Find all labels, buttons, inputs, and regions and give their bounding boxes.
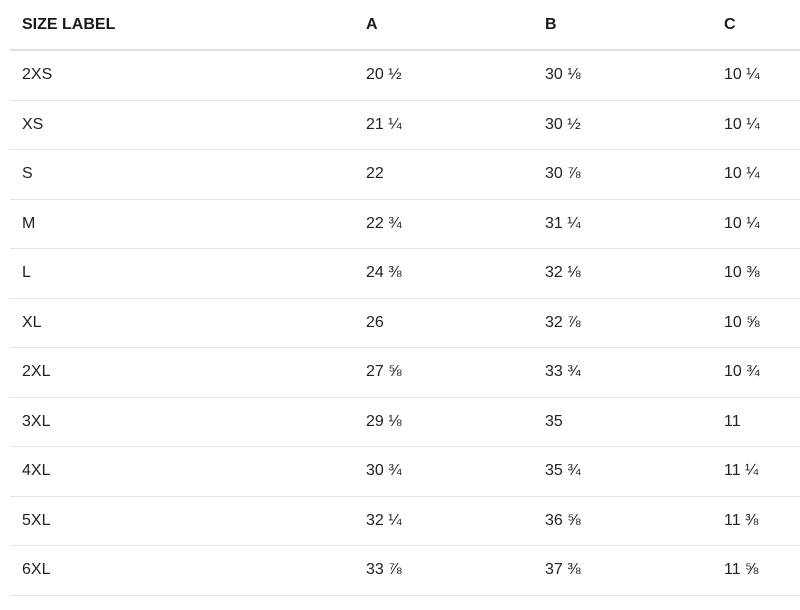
- table-cell: 36 ⅝: [545, 511, 581, 529]
- table-row: 4XL 30 ¾ 35 ¾ 11 ¼: [10, 447, 800, 497]
- table-cell: 22 ¾: [366, 214, 402, 232]
- table-cell: 3XL: [22, 412, 51, 430]
- table-cell: 35: [545, 412, 563, 430]
- table-cell: S: [22, 165, 33, 183]
- table-cell: A: [366, 15, 378, 33]
- table-cell: 27 ⅝: [366, 363, 402, 381]
- table-row: 6XL 33 ⅞ 37 ⅜ 11 ⅝: [10, 546, 800, 596]
- table-cell: 10 ¼: [724, 115, 760, 133]
- table-cell: 11: [724, 412, 741, 430]
- header-row: SIZE LABEL A B C: [10, 0, 800, 51]
- table-cell: 32 ⅛: [545, 264, 581, 282]
- table-cell: 2XL: [22, 363, 51, 381]
- table-cell: B: [545, 15, 557, 33]
- table-cell: 22: [366, 165, 384, 183]
- table-cell: 11 ⅝: [724, 561, 759, 579]
- table-cell: 21 ¼: [366, 115, 402, 133]
- table-cell: 20 ½: [366, 66, 402, 84]
- table-cell: 4XL: [22, 462, 51, 480]
- table-cell: 37 ⅜: [545, 561, 581, 579]
- table-row: 2XS 20 ½ 30 ⅛ 10 ¼: [10, 51, 800, 101]
- table-cell: 33 ¾: [545, 363, 581, 381]
- table-cell: 30 ⅛: [545, 66, 581, 84]
- table-cell: 5XL: [22, 511, 51, 529]
- table-row: XL 26 32 ⅞ 10 ⅝: [10, 299, 800, 348]
- table-cell: M: [22, 214, 36, 232]
- table-row: 2XL 27 ⅝ 33 ¾ 10 ¾: [10, 348, 800, 398]
- table-row: S 22 30 ⅞ 10 ¼: [10, 150, 800, 200]
- table-cell: 30 ¾: [366, 462, 402, 480]
- table-cell: 10 ¼: [724, 165, 760, 183]
- table-row: 5XL 32 ¼ 36 ⅝ 11 ⅜: [10, 497, 800, 546]
- table-cell: XL: [22, 313, 42, 331]
- table-cell: 33 ⅞: [366, 561, 402, 579]
- table-cell: 30 ⅞: [545, 165, 581, 183]
- table-row: 3XL 29 ⅛ 35 11: [10, 398, 800, 447]
- table-cell: 10 ¼: [724, 66, 760, 84]
- table-cell: 30 ½: [545, 115, 581, 133]
- table-cell: 11 ⅜: [724, 511, 759, 529]
- table-row: M 22 ¾ 31 ¼ 10 ¼: [10, 200, 800, 249]
- table-cell: 32 ⅞: [545, 313, 581, 331]
- table-cell: 32 ¼: [366, 511, 402, 529]
- table-cell: 10 ¼: [724, 214, 760, 232]
- table-cell: 26: [366, 313, 384, 331]
- table-cell: 2XS: [22, 66, 53, 84]
- table-cell: 10 ⅝: [724, 313, 760, 331]
- table-cell: XS: [22, 115, 44, 133]
- table-cell: C: [724, 15, 736, 33]
- table-cell: 31 ¼: [545, 214, 581, 232]
- table-cell: 24 ⅜: [366, 264, 402, 282]
- table-cell: 6XL: [22, 561, 51, 579]
- table-cell: SIZE LABEL: [22, 15, 116, 33]
- table-cell: L: [22, 264, 31, 282]
- table-cell: 10 ⅜: [724, 264, 760, 282]
- size-table: SIZE LABEL A B C 2XS 20 ½ 30 ⅛ 10 ¼ XS 21 ¼ 30 ½ 10…: [10, 0, 800, 610]
- table-row: L 24 ⅜ 32 ⅛ 10 ⅜: [10, 249, 800, 299]
- table-cell: 29 ⅛: [366, 412, 402, 430]
- table-cell: 10 ¾: [724, 363, 760, 381]
- table-row: XS 21 ¼ 30 ½ 10 ¼: [10, 101, 800, 150]
- table-cell: 11 ¼: [724, 462, 759, 480]
- table-cell: 35 ¾: [545, 462, 581, 480]
